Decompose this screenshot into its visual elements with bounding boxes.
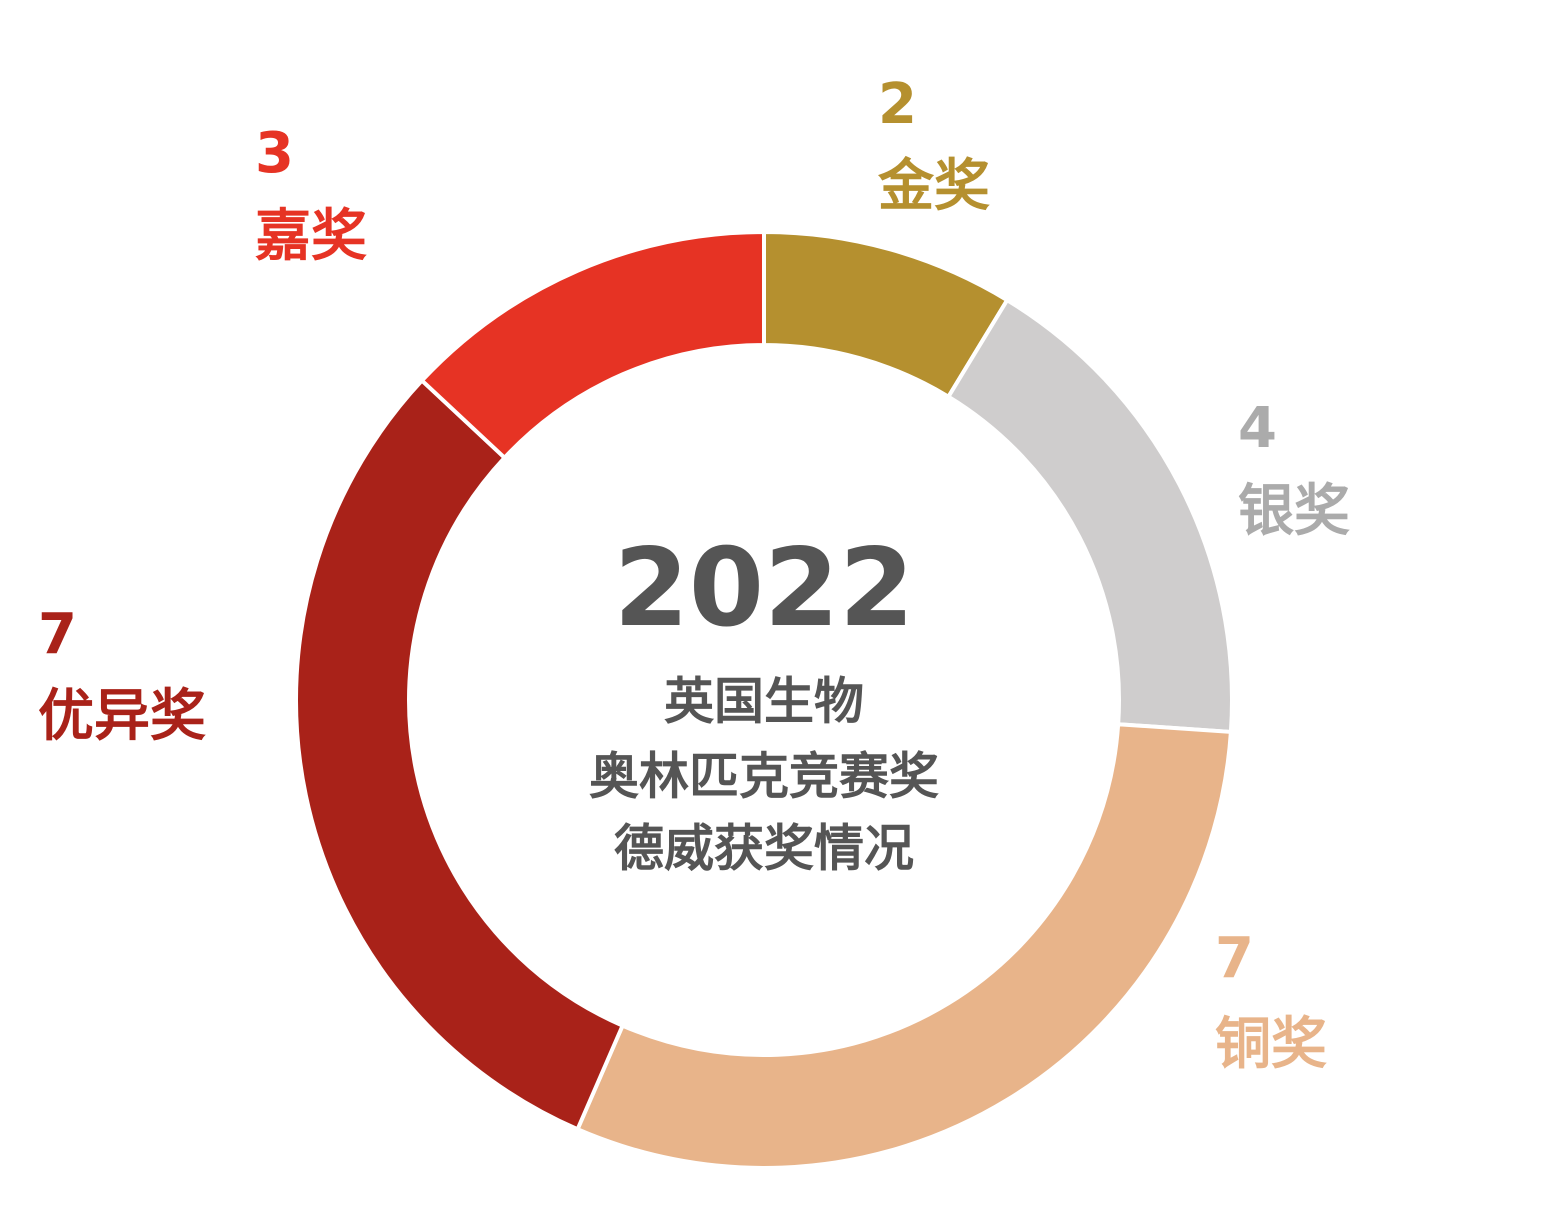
- center-title: 2022: [614, 526, 915, 651]
- center-subtitle: 奥林匹克竞赛奖: [589, 748, 939, 806]
- donut-segment: [294, 377, 626, 1132]
- value-label: 7: [38, 602, 77, 667]
- category-label: 嘉奖: [255, 204, 367, 269]
- value-label: 7: [1215, 926, 1254, 991]
- donut-segment: [574, 722, 1234, 1170]
- category-label: 铜奖: [1215, 1012, 1327, 1077]
- center-subtitle: 德威获奖情况: [614, 820, 914, 878]
- center-subtitle: 英国生物: [664, 673, 864, 731]
- category-label: 优异奖: [38, 684, 206, 749]
- value-label: 4: [1238, 396, 1277, 461]
- category-label: 金奖: [877, 154, 990, 219]
- value-label: 2: [878, 72, 917, 137]
- donut-segment: [419, 229, 766, 461]
- category-label: 银奖: [1238, 479, 1350, 544]
- value-label: 3: [255, 121, 294, 186]
- donut-segment: [945, 297, 1234, 735]
